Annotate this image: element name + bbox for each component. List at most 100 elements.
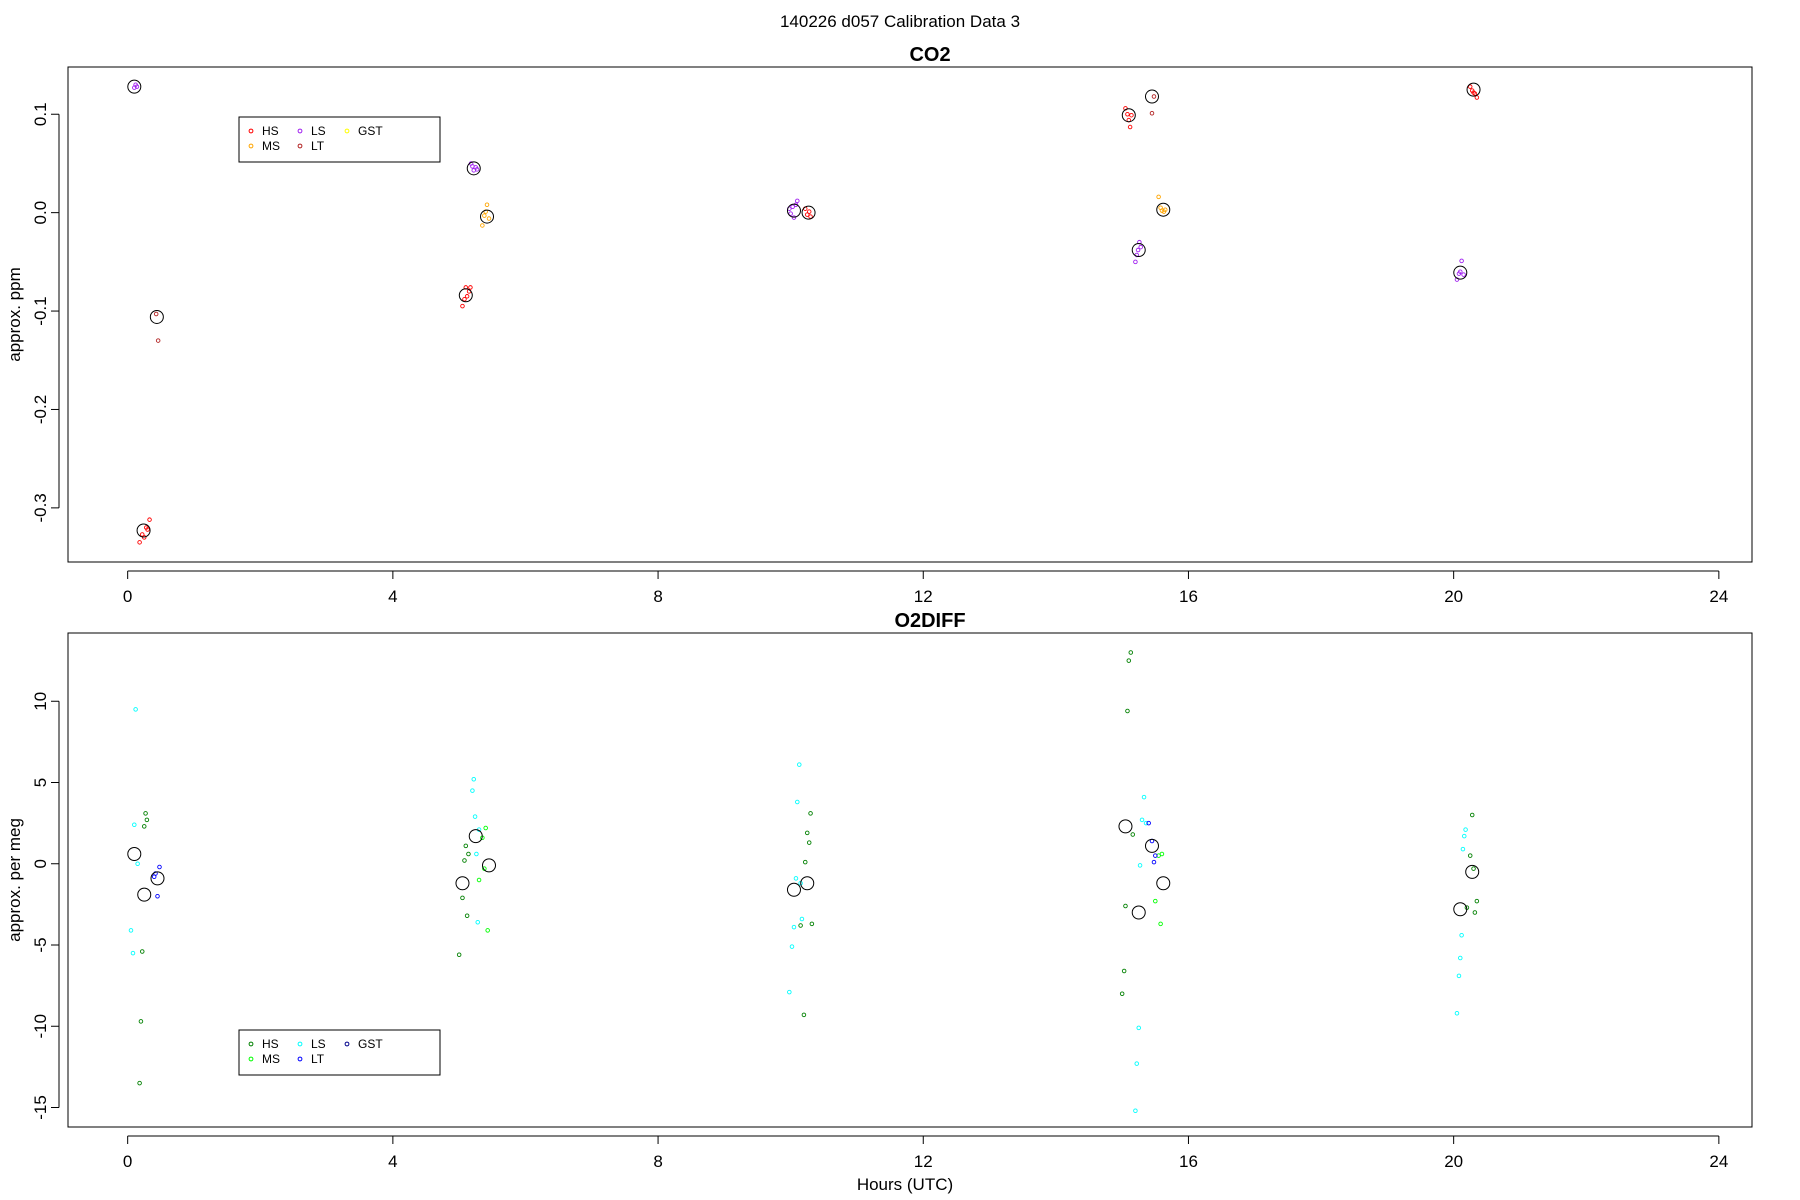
o2diff-x-tick-label: 8	[653, 1152, 662, 1171]
o2diff-point-ls	[472, 814, 478, 819]
o2diff-point-ls	[132, 822, 137, 828]
co2-point-ls	[134, 84, 140, 89]
o2diff-point-ls	[128, 928, 134, 933]
o2diff-point-ls	[791, 924, 797, 930]
co2-point-ms	[1163, 207, 1168, 212]
o2diff-y-tick-label: 10	[31, 692, 50, 711]
co2-point-lt	[153, 311, 159, 317]
o2diff-point-ls	[130, 950, 136, 956]
co2-mean-marker	[801, 205, 816, 220]
o2diff-point-ms	[485, 928, 490, 933]
co2-point-hs	[137, 540, 142, 545]
co2-y-tick-label: -0.2	[31, 395, 50, 424]
co2-point-ms	[486, 216, 492, 221]
o2diff-point-ls	[471, 777, 477, 782]
o2diff-legend-marker	[297, 1056, 303, 1062]
co2-point-hs	[145, 527, 150, 532]
o2diff-point-hs	[1128, 650, 1134, 655]
co2-x-tick-label: 4	[388, 587, 397, 606]
o2diff-x-tick-label: 24	[1709, 1152, 1728, 1171]
o2diff-point-ls	[470, 788, 475, 793]
o2diff-point-hs	[466, 851, 471, 857]
co2-mean-marker	[466, 161, 481, 176]
o2diff-point-hs	[1130, 832, 1136, 837]
o2diff-point-hs	[804, 830, 810, 836]
co2-point-ms	[1156, 194, 1161, 200]
o2diff-x-tick-label: 0	[123, 1152, 132, 1171]
o2diff-point-ls	[1460, 846, 1466, 852]
o2diff-x-tick-label: 20	[1444, 1152, 1463, 1171]
o2diff-mean-marker	[1156, 876, 1171, 891]
o2diff-point-hs	[137, 1080, 142, 1086]
o2diff-point-ls	[793, 876, 799, 881]
o2diff-point-hs	[1467, 853, 1473, 858]
co2-y-tick-label: -0.3	[31, 493, 50, 522]
co2-point-ls	[1458, 269, 1463, 274]
o2diff-point-ls	[789, 944, 795, 949]
co2-mean-marker	[458, 288, 473, 303]
o2diff-point-hs	[1119, 991, 1125, 997]
o2diff-point-ls	[135, 861, 140, 867]
co2-point-hs	[1127, 124, 1133, 130]
o2diff-mean-marker	[455, 876, 470, 891]
co2-point-ms	[480, 223, 485, 228]
co2-x-tick-label: 12	[914, 587, 933, 606]
o2diff-point-hs	[144, 817, 150, 823]
o2diff-x-axis: 0 4 8 12 16 20 24	[123, 1135, 1728, 1171]
co2-legend-label: HS	[262, 124, 279, 138]
o2diff-point-hs	[1126, 658, 1132, 663]
co2-point-hs	[1125, 111, 1130, 117]
o2diff-legend-label: GST	[358, 1037, 383, 1051]
o2diff-point-hs	[1121, 968, 1127, 974]
o2diff-point-ms	[483, 825, 488, 831]
o2diff-legend-label: LT	[311, 1052, 325, 1066]
o2diff-point-hs	[1472, 910, 1478, 915]
co2-mean-marker	[149, 309, 164, 324]
o2diff-x-tick-label: 12	[914, 1152, 933, 1171]
co2-point-ls	[1133, 259, 1138, 265]
o2diff-y-tick-label: 5	[31, 778, 50, 787]
co2-point-ls	[795, 198, 800, 204]
o2diff-x-tick-label: 4	[388, 1152, 397, 1171]
co2-panel: CO2 approx. ppm 0 4 8 12 16 20 24 -0.3 -0.2 -0.1…	[5, 44, 1753, 606]
co2-legend-label: MS	[262, 139, 280, 153]
co2-point-hs	[1467, 84, 1473, 89]
o2diff-mean-marker	[127, 847, 142, 861]
o2diff-x-tick-label: 16	[1179, 1152, 1198, 1171]
o2diff-legend-marker	[248, 1041, 254, 1047]
co2-y-axis: -0.3 -0.2 -0.1 0.0 0.1	[31, 102, 60, 523]
co2-point-ls	[788, 211, 793, 216]
o2diff-point-lt	[1151, 859, 1157, 865]
o2diff-point-hs	[1123, 903, 1128, 909]
co2-point-hs	[806, 209, 812, 214]
o2diff-point-ls	[1456, 973, 1462, 979]
o2diff-point-ls	[1134, 1061, 1139, 1066]
co2-point-ls	[1135, 247, 1141, 253]
co2-point-ls	[791, 215, 797, 220]
o2diff-point-ls	[795, 799, 800, 805]
co2-x-tick-label: 16	[1179, 587, 1198, 606]
co2-y-tick-label: 0.1	[31, 102, 50, 126]
co2-x-tick-label: 24	[1709, 587, 1728, 606]
o2diff-point-ls	[1137, 863, 1143, 868]
o2diff-point-hs	[1471, 866, 1476, 871]
co2-legend-marker	[344, 128, 350, 134]
co2-mean-marker	[1466, 82, 1481, 97]
co2-point-ls	[1461, 272, 1466, 277]
o2diff-point-hs	[462, 858, 467, 863]
co2-x-tick-label: 8	[653, 587, 662, 606]
co2-mean-marker	[480, 209, 495, 224]
o2diff-mean-marker	[150, 871, 165, 886]
o2diff-point-ls	[1133, 1108, 1138, 1113]
o2diff-point-hs	[141, 824, 147, 829]
o2diff-point-hs	[456, 952, 462, 958]
o2diff-point-ms	[1159, 851, 1165, 857]
o2diff-y-tick-label: 0	[31, 859, 50, 868]
co2-point-hs	[1472, 91, 1478, 96]
o2diff-points	[127, 650, 1480, 1113]
o2diff-point-lt	[1153, 853, 1158, 858]
o2diff-mean-marker	[1131, 905, 1146, 920]
o2diff-point-hs	[809, 921, 815, 927]
o2diff-point-ls	[475, 920, 480, 925]
o2diff-mean-marker	[786, 882, 801, 897]
